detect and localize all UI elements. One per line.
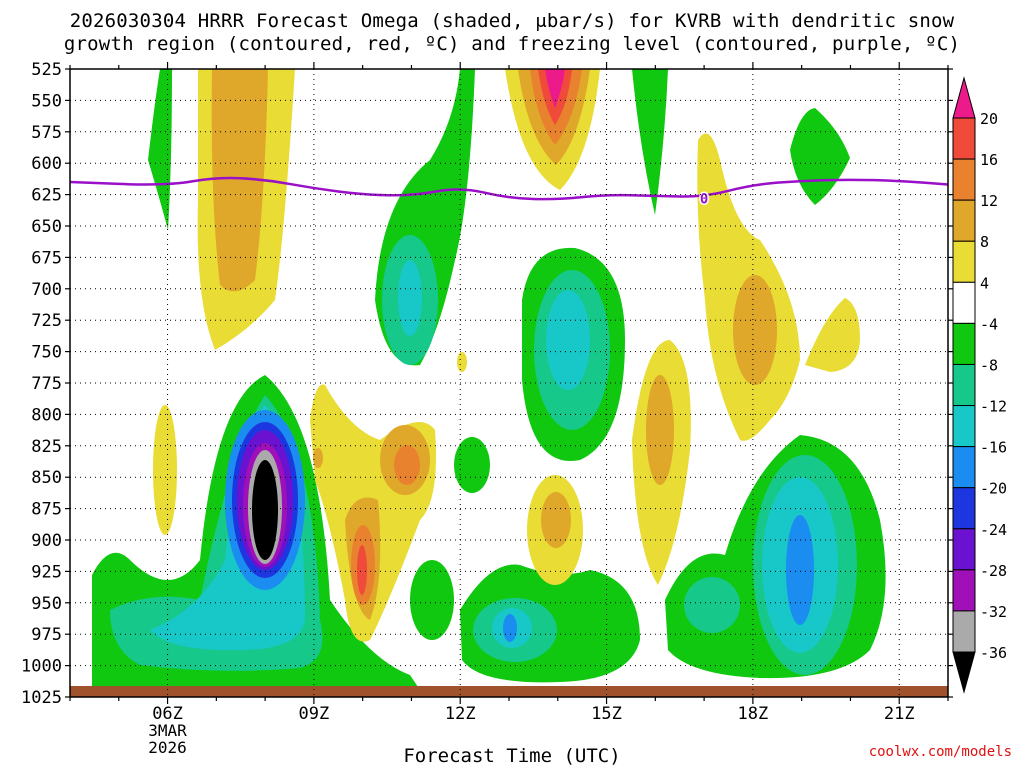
y-tick-label: 875 bbox=[31, 500, 62, 520]
freezing-level-label: 0 bbox=[700, 191, 708, 207]
colorbar-label: -12 bbox=[980, 398, 1007, 416]
y-tick-label: 675 bbox=[31, 248, 62, 268]
omega-contour-neg16 bbox=[786, 515, 814, 625]
y-tick-label: 775 bbox=[31, 374, 62, 394]
colorbar-label: 20 bbox=[980, 110, 998, 128]
omega-contour-pos4 bbox=[805, 298, 860, 372]
y-tick-label: 650 bbox=[31, 217, 62, 237]
y-tick-label: 550 bbox=[31, 91, 62, 111]
colorbar-label: 4 bbox=[980, 274, 989, 292]
x-axis-label: Forecast Time (UTC) bbox=[403, 745, 621, 767]
y-tick-label: 750 bbox=[31, 343, 62, 363]
y-tick-label: 925 bbox=[31, 562, 62, 582]
freezing-level-line bbox=[70, 176, 948, 201]
colorbar-swatch bbox=[952, 446, 976, 489]
x-tick-label: 09Z bbox=[299, 704, 330, 724]
x-tick-sublabel-date: 3MAR bbox=[148, 721, 187, 740]
x-tick-label: 12Z bbox=[445, 704, 476, 724]
colorbar-label: -36 bbox=[980, 644, 1007, 662]
colorbar-swatch bbox=[952, 569, 976, 612]
x-tick-sublabel-year: 2026 bbox=[148, 738, 187, 757]
colorbar-label: -28 bbox=[980, 562, 1007, 580]
y-tick-label: 575 bbox=[31, 123, 62, 143]
omega-contour-neg4 bbox=[632, 69, 668, 215]
omega-contour-neg4 bbox=[148, 69, 172, 230]
omega-contour-neg4 bbox=[790, 108, 850, 205]
y-tick-label: 725 bbox=[31, 311, 62, 331]
colorbar-label: -24 bbox=[980, 521, 1007, 539]
y-tick-label: 1000 bbox=[21, 657, 62, 677]
colorbar-label: 16 bbox=[980, 151, 998, 169]
colorbar-label: 8 bbox=[980, 233, 989, 251]
colorbar-swatch bbox=[952, 158, 976, 201]
colorbar-label: -20 bbox=[980, 480, 1007, 498]
y-tick-label: 825 bbox=[31, 437, 62, 457]
colorbar-label: -16 bbox=[980, 439, 1007, 457]
y-tick-label: 800 bbox=[31, 405, 62, 425]
omega-contour-pos8 bbox=[541, 492, 571, 548]
y-axis: 525 550 575 600 625 650 675 700 725 750 775 800 825 8… bbox=[21, 60, 953, 708]
credit-link[interactable]: coolwx.com/models bbox=[868, 744, 1012, 760]
omega-contour-neg8 bbox=[684, 577, 740, 633]
omega-contour-neg4 bbox=[454, 437, 490, 493]
colorbar-swatch bbox=[952, 240, 976, 283]
colorbar-arrow-bottom bbox=[952, 651, 976, 694]
omega-contour-pos4 bbox=[457, 352, 467, 372]
y-tick-label: 1025 bbox=[21, 688, 62, 708]
colorbar-swatch bbox=[952, 199, 976, 242]
x-tick-label: 21Z bbox=[884, 704, 915, 724]
y-tick-label: 950 bbox=[31, 594, 62, 614]
omega-contour-pos8 bbox=[733, 275, 777, 385]
x-tick-label: 06Z bbox=[152, 704, 183, 724]
y-tick-label: 625 bbox=[31, 186, 62, 206]
colorbar-swatch bbox=[952, 363, 976, 407]
colorbar-swatch bbox=[952, 405, 976, 448]
chart-title-line2: growth region (contoured, red, ºC) and f… bbox=[63, 33, 961, 55]
omega-contour-pos20 bbox=[545, 69, 565, 108]
chart-title-line1: 2026030304 HRRR Forecast Omega (shaded, … bbox=[69, 10, 955, 32]
colorbar-swatch bbox=[952, 610, 976, 653]
y-tick-label: 700 bbox=[31, 280, 62, 300]
colorbar-label: -8 bbox=[980, 356, 998, 374]
colorbar: 20 16 12 8 4 -4 -8 -12 -16 -20 -24 -28 -32 -36 bbox=[952, 76, 1007, 694]
colorbar-swatch bbox=[952, 487, 976, 530]
colorbar-label: -32 bbox=[980, 603, 1007, 621]
colorbar-swatch bbox=[952, 281, 976, 324]
omega-contour-pos8 bbox=[646, 375, 674, 485]
colorbar-arrow-top bbox=[952, 76, 976, 119]
x-tick-label: 15Z bbox=[591, 704, 622, 724]
omega-contour-neg4 bbox=[410, 560, 454, 640]
omega-contour-neg12 bbox=[546, 290, 590, 390]
omega-contour-pos12 bbox=[394, 445, 420, 485]
y-tick-label: 975 bbox=[31, 625, 62, 645]
ground-strip bbox=[70, 686, 948, 697]
colorbar-label: -4 bbox=[980, 315, 998, 333]
y-tick-label: 900 bbox=[31, 531, 62, 551]
omega-contour-pos8 bbox=[211, 69, 268, 292]
colorbar-label: 12 bbox=[980, 192, 998, 210]
y-tick-label: 525 bbox=[31, 60, 62, 80]
omega-contour-pos16 bbox=[357, 545, 367, 595]
plot-area: 0 bbox=[70, 69, 948, 697]
omega-contour-pos4 bbox=[153, 405, 177, 535]
omega-contour-neg36 bbox=[252, 460, 278, 560]
y-tick-label: 600 bbox=[31, 154, 62, 174]
colorbar-swatch bbox=[952, 322, 976, 365]
x-tick-label: 18Z bbox=[738, 704, 769, 724]
omega-contour-neg16 bbox=[503, 614, 517, 642]
y-tick-label: 850 bbox=[31, 468, 62, 488]
colorbar-swatch bbox=[952, 528, 976, 571]
omega-contour-neg12 bbox=[398, 260, 422, 336]
colorbar-swatch bbox=[952, 117, 976, 160]
omega-contour-pos8 bbox=[313, 448, 323, 468]
